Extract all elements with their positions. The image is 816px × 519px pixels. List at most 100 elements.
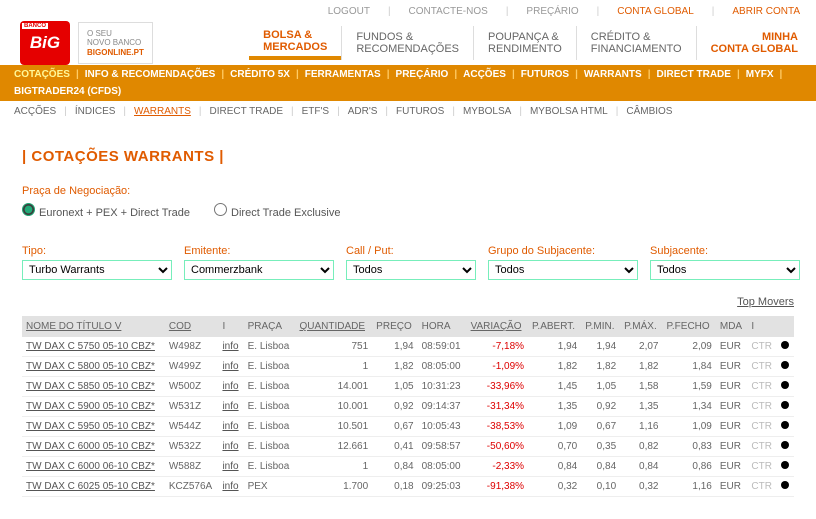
main-nav: BOLSA &MERCADOSFUNDOS &RECOMENDAÇÕESPOUP… <box>249 26 816 60</box>
col-header[interactable]: P.MÁX. <box>620 316 662 337</box>
filter-label: Tipo: <box>22 245 172 257</box>
warrants-table: NOME DO TÍTULO VCODIPRAÇAQUANTIDADEPREÇO… <box>22 316 794 497</box>
warrant-name[interactable]: TW DAX C 6000 06-10 CBZ* <box>22 457 165 477</box>
filters: Tipo:Turbo WarrantsEmitente:CommerzbankC… <box>22 245 794 280</box>
praca-label: Praça de Negociação: <box>22 185 794 197</box>
col-header[interactable]: HORA <box>418 316 467 337</box>
nav-item[interactable]: CRÉDITO &FINANCIAMENTO <box>576 26 696 60</box>
subnav2-item[interactable]: MYBOLSA <box>463 106 511 117</box>
col-header[interactable]: NOME DO TÍTULO V <box>22 316 165 337</box>
logo[interactable]: BANCO BiG <box>20 21 70 65</box>
col-header[interactable]: P.FECHO <box>663 316 716 337</box>
info-link[interactable]: info <box>218 377 243 397</box>
subnav1-item[interactable]: CRÉDITO 5X <box>230 69 290 80</box>
table-row: TW DAX C 5950 05-10 CBZ*W544ZinfoE. Lisb… <box>22 417 794 437</box>
subnav1-item[interactable]: DIRECT TRADE <box>657 69 731 80</box>
filter-select[interactable]: Todos <box>650 260 800 280</box>
nav-item[interactable]: BOLSA &MERCADOS <box>249 26 341 60</box>
table-row: TW DAX C 6000 05-10 CBZ*W532ZinfoE. Lisb… <box>22 437 794 457</box>
subnav2-item[interactable]: MYBOLSA HTML <box>530 106 608 117</box>
status-dot-icon <box>781 441 789 449</box>
table-row: TW DAX C 5800 05-10 CBZ*W499ZinfoE. Lisb… <box>22 357 794 377</box>
subnav-1: COTAÇÕES|INFO & RECOMENDAÇÕES|CRÉDITO 5X… <box>0 65 816 101</box>
col-header[interactable]: P.MIN. <box>581 316 620 337</box>
subnav1-item[interactable]: ACÇÕES <box>463 69 506 80</box>
page-title: | COTAÇÕES WARRANTS | <box>22 148 794 165</box>
subnav1-item[interactable]: COTAÇÕES <box>14 69 70 80</box>
table-row: TW DAX C 6000 06-10 CBZ*W588ZinfoE. Lisb… <box>22 457 794 477</box>
col-header[interactable]: PRAÇA <box>244 316 296 337</box>
col-header[interactable]: P.ABERT. <box>528 316 581 337</box>
status-dot-icon <box>781 421 789 429</box>
warrant-name[interactable]: TW DAX C 5900 05-10 CBZ* <box>22 397 165 417</box>
subnav1-item[interactable]: FUTUROS <box>521 69 569 80</box>
status-dot-icon <box>781 341 789 349</box>
warrant-name[interactable]: TW DAX C 6000 05-10 CBZ* <box>22 437 165 457</box>
status-dot-icon <box>781 401 789 409</box>
subnav1-item[interactable]: MYFX <box>746 69 774 80</box>
warrant-name[interactable]: TW DAX C 5800 05-10 CBZ* <box>22 357 165 377</box>
top-link[interactable]: ABRIR CONTA <box>732 6 800 17</box>
warrant-name[interactable]: TW DAX C 5850 05-10 CBZ* <box>22 377 165 397</box>
status-dot-icon <box>781 381 789 389</box>
info-link[interactable]: info <box>218 357 243 377</box>
radio-direct[interactable]: Direct Trade Exclusive <box>214 203 340 219</box>
subnav1-item[interactable]: FERRAMENTAS <box>305 69 381 80</box>
info-link[interactable]: info <box>218 437 243 457</box>
warrant-name[interactable]: TW DAX C 5950 05-10 CBZ* <box>22 417 165 437</box>
top-link[interactable]: LOGOUT <box>328 6 370 17</box>
info-link[interactable]: info <box>218 457 243 477</box>
tagline: O SEU NOVO BANCO BIGONLINE.PT <box>78 22 153 65</box>
subnav2-item[interactable]: WARRANTS <box>134 106 191 117</box>
filter-select[interactable]: Todos <box>346 260 476 280</box>
table-row: TW DAX C 5850 05-10 CBZ*W500ZinfoE. Lisb… <box>22 377 794 397</box>
info-link[interactable]: info <box>218 337 243 357</box>
table-row: TW DAX C 5750 05-10 CBZ*W498ZinfoE. Lisb… <box>22 337 794 357</box>
col-header[interactable]: COD <box>165 316 219 337</box>
col-header[interactable]: I <box>218 316 243 337</box>
info-link[interactable]: info <box>218 417 243 437</box>
subnav1-item[interactable]: BIGTRADER24 (CFDS) <box>14 86 121 97</box>
subnav2-item[interactable]: ADR'S <box>348 106 378 117</box>
status-dot-icon <box>781 361 789 369</box>
col-header[interactable]: VARIAÇÃO <box>467 316 528 337</box>
subnav1-item[interactable]: INFO & RECOMENDAÇÕES <box>85 69 216 80</box>
status-dot-icon <box>781 461 789 469</box>
col-header[interactable]: PREÇO <box>372 316 417 337</box>
top-movers-link[interactable]: Top Movers <box>737 296 794 308</box>
top-link[interactable]: PREÇÁRIO <box>526 6 578 17</box>
radio-euronext[interactable]: Euronext + PEX + Direct Trade <box>22 203 190 219</box>
top-link[interactable]: CONTA GLOBAL <box>617 6 694 17</box>
subnav1-item[interactable]: PREÇÁRIO <box>396 69 449 80</box>
subnav2-item[interactable]: ETF'S <box>302 106 329 117</box>
filter-select[interactable]: Todos <box>488 260 638 280</box>
nav-item[interactable]: MINHACONTA GLOBAL <box>696 26 816 60</box>
top-links: LOGOUT|CONTACTE-NOS|PREÇÁRIO|CONTA GLOBA… <box>0 0 816 21</box>
filter-label: Emitente: <box>184 245 334 257</box>
info-link[interactable]: info <box>218 397 243 417</box>
subnav2-item[interactable]: CÂMBIOS <box>626 106 672 117</box>
col-header[interactable]: I <box>747 316 777 337</box>
info-link[interactable]: info <box>218 477 243 497</box>
top-link[interactable]: CONTACTE-NOS <box>409 6 488 17</box>
subnav2-item[interactable]: ÍNDICES <box>75 106 116 117</box>
subnav2-item[interactable]: DIRECT TRADE <box>209 106 283 117</box>
table-row: TW DAX C 5900 05-10 CBZ*W531ZinfoE. Lisb… <box>22 397 794 417</box>
filter-select[interactable]: Turbo Warrants <box>22 260 172 280</box>
header: BANCO BiG O SEU NOVO BANCO BIGONLINE.PT … <box>0 21 816 65</box>
nav-item[interactable]: POUPANÇA &RENDIMENTO <box>473 26 576 60</box>
subnav2-item[interactable]: ACÇÕES <box>14 106 56 117</box>
col-header[interactable]: QUANTIDADE <box>295 316 372 337</box>
warrant-name[interactable]: TW DAX C 6025 05-10 CBZ* <box>22 477 165 497</box>
table-header: NOME DO TÍTULO VCODIPRAÇAQUANTIDADEPREÇO… <box>22 316 794 337</box>
col-header[interactable]: MDA <box>716 316 748 337</box>
filter-select[interactable]: Commerzbank <box>184 260 334 280</box>
subnav1-item[interactable]: WARRANTS <box>584 69 642 80</box>
table-row: TW DAX C 6025 05-10 CBZ*KCZ576AinfoPEX1.… <box>22 477 794 497</box>
subnav-2: ACÇÕES|ÍNDICES|WARRANTS|DIRECT TRADE|ETF… <box>0 101 816 122</box>
filter-label: Grupo do Subjacente: <box>488 245 638 257</box>
subnav2-item[interactable]: FUTUROS <box>396 106 444 117</box>
status-dot-icon <box>781 481 789 489</box>
nav-item[interactable]: FUNDOS &RECOMENDAÇÕES <box>341 26 473 60</box>
warrant-name[interactable]: TW DAX C 5750 05-10 CBZ* <box>22 337 165 357</box>
